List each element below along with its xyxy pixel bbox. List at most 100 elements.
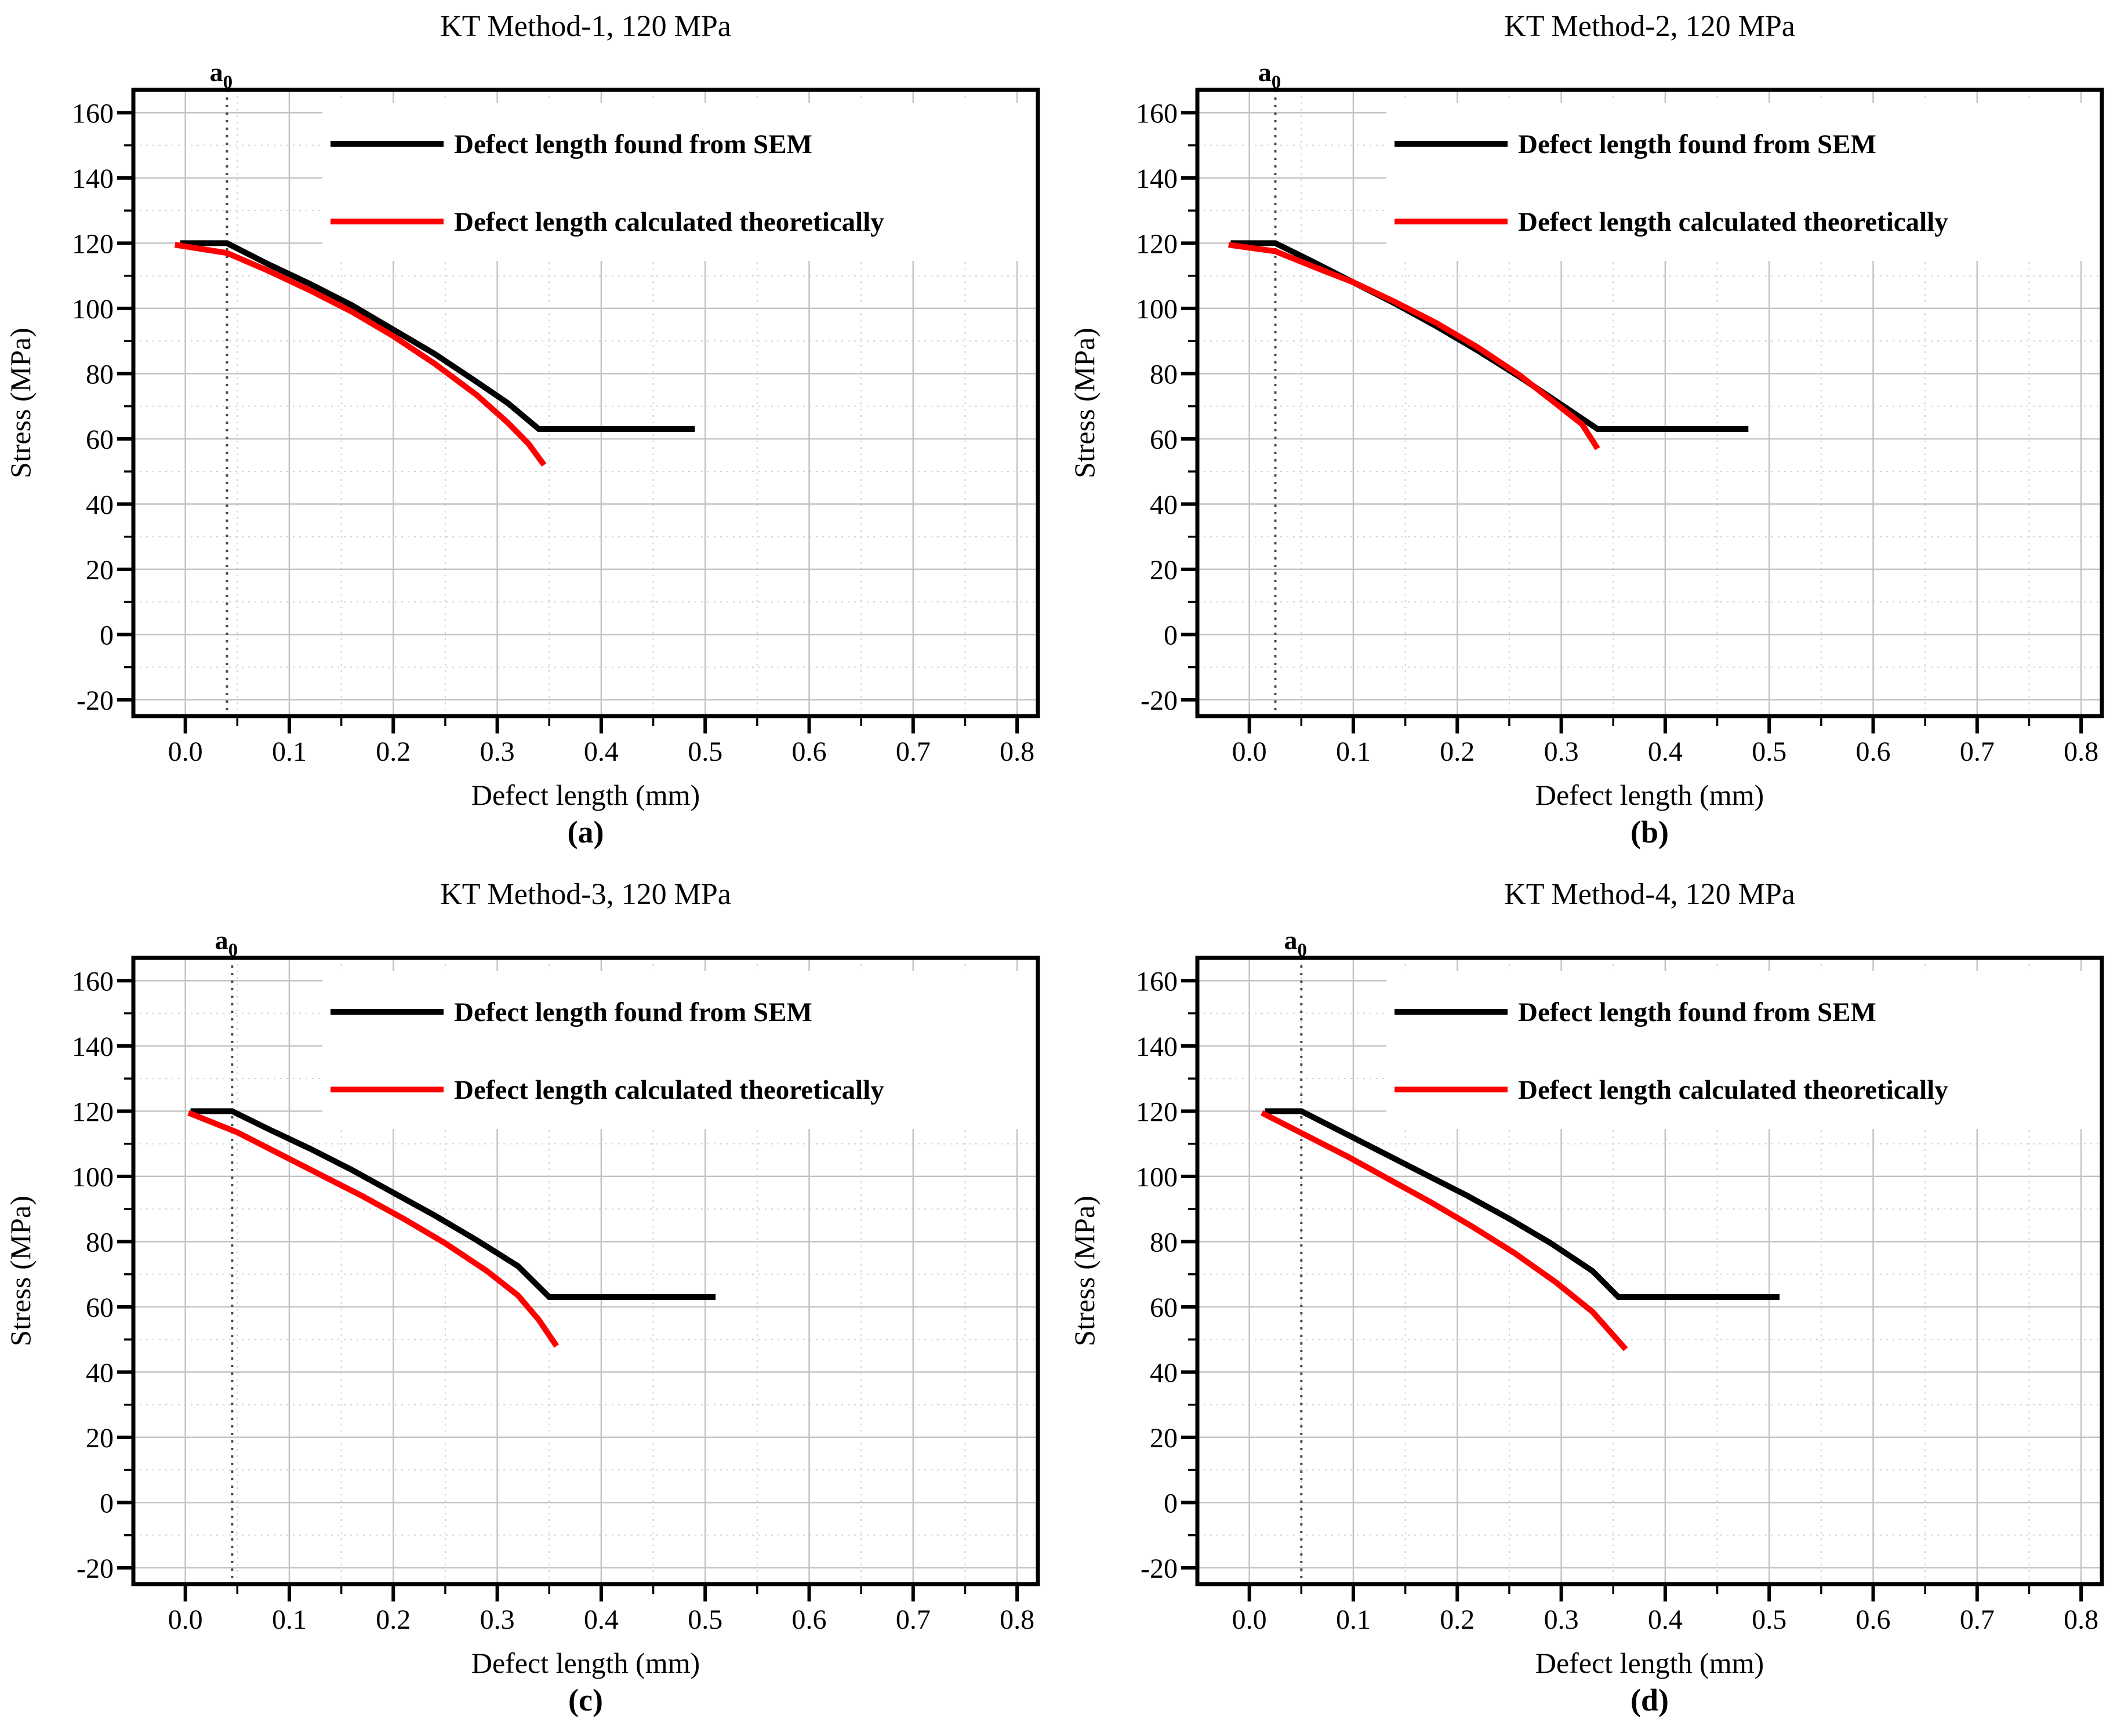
legend-item-label: Defect length calculated theoretically bbox=[454, 207, 884, 237]
x-tick-label: 0.3 bbox=[1544, 736, 1579, 767]
x-tick-label: 0.1 bbox=[1336, 1604, 1371, 1635]
legend-box bbox=[1386, 103, 2101, 261]
x-tick-label: 0.2 bbox=[1440, 1604, 1475, 1635]
y-tick-label: 20 bbox=[86, 1423, 114, 1454]
y-tick-label: 20 bbox=[86, 555, 114, 586]
y-tick-label: 0 bbox=[100, 1488, 114, 1519]
chart-title: KT Method-2, 120 MPa bbox=[1504, 10, 1795, 43]
legend-item-label: Defect length calculated theoretically bbox=[1518, 1075, 1948, 1105]
theory-curve bbox=[174, 242, 547, 467]
x-tick-label: 0.6 bbox=[1856, 1604, 1891, 1635]
chart-panel-4: a0 Defect length found from SEM Defect len… bbox=[1068, 878, 2104, 1679]
legend-item-label: Defect length found from SEM bbox=[454, 997, 812, 1027]
y-tick-label: 140 bbox=[72, 1032, 114, 1062]
x-axis-label: Defect length (mm) bbox=[471, 1647, 700, 1679]
x-tick-label: 0.2 bbox=[376, 1604, 411, 1635]
a0-label: a0 bbox=[1284, 925, 1308, 961]
x-tick-label: 0.1 bbox=[272, 736, 307, 767]
x-tick-label: 0.7 bbox=[1960, 736, 1995, 767]
y-axis-label: Stress (MPa) bbox=[1068, 328, 1101, 478]
y-tick-label: 60 bbox=[86, 1292, 114, 1323]
x-tick-label: 0.0 bbox=[168, 736, 203, 767]
y-tick-label: 80 bbox=[86, 1227, 114, 1258]
y-tick-label: 100 bbox=[1136, 294, 1178, 325]
y-tick-label: 140 bbox=[1136, 1032, 1178, 1062]
x-tick-label: 0.3 bbox=[1544, 1604, 1579, 1635]
y-tick-label: 60 bbox=[86, 424, 114, 455]
x-tick-label: 0.4 bbox=[1648, 736, 1683, 767]
panel-cell-c: a0 Defect length found from SEM Defect len… bbox=[0, 868, 1064, 1736]
y-tick-label: 100 bbox=[72, 1162, 114, 1193]
x-tick-label: 0.3 bbox=[480, 736, 515, 767]
y-tick-label: 0 bbox=[1164, 1488, 1178, 1519]
legend-item-label: Defect length calculated theoretically bbox=[1518, 207, 1948, 237]
x-tick-label: 0.7 bbox=[896, 736, 931, 767]
panel-caption-d: (d) bbox=[1631, 1683, 1669, 1717]
x-tick-label: 0.8 bbox=[2064, 736, 2098, 767]
y-tick-label: 100 bbox=[1136, 1162, 1178, 1193]
y-tick-label: -20 bbox=[1141, 1553, 1178, 1584]
plot-frame bbox=[131, 88, 1040, 718]
x-tick-label: 0.4 bbox=[584, 1604, 619, 1635]
x-tick-label: 0.5 bbox=[1752, 736, 1786, 767]
sem-curve bbox=[180, 240, 695, 432]
y-tick-label: 160 bbox=[1136, 966, 1178, 997]
panel-caption-b: (b) bbox=[1631, 815, 1669, 849]
a0-label: a0 bbox=[215, 925, 238, 961]
panel-caption-c: (c) bbox=[568, 1683, 603, 1717]
x-tick-label: 0.4 bbox=[584, 736, 619, 767]
x-tick-label: 0.7 bbox=[1960, 1604, 1995, 1635]
y-tick-label: 140 bbox=[1136, 164, 1178, 194]
y-tick-label: -20 bbox=[77, 1553, 114, 1584]
y-tick-label: 160 bbox=[72, 98, 114, 129]
sem-curve bbox=[1230, 240, 1749, 432]
panel-caption-a: (a) bbox=[567, 815, 604, 849]
legend-item-label: Defect length found from SEM bbox=[454, 129, 812, 159]
y-tick-label: 40 bbox=[1150, 1357, 1178, 1388]
x-tick-label: 0.1 bbox=[272, 1604, 307, 1635]
y-axis-label: Stress (MPa) bbox=[4, 1196, 37, 1346]
chart-title: KT Method-3, 120 MPa bbox=[440, 878, 731, 911]
y-axis-label: Stress (MPa) bbox=[1068, 1196, 1101, 1346]
y-tick-label: 140 bbox=[72, 164, 114, 194]
y-tick-label: 20 bbox=[1150, 1423, 1178, 1454]
legend-box bbox=[322, 971, 1037, 1129]
sem-curve bbox=[1265, 1108, 1780, 1300]
y-tick-label: 80 bbox=[86, 359, 114, 390]
x-tick-label: 0.6 bbox=[792, 736, 827, 767]
y-tick-label: 160 bbox=[1136, 98, 1178, 129]
x-tick-label: 0.5 bbox=[688, 736, 722, 767]
y-tick-label: 60 bbox=[1150, 424, 1178, 455]
chart-title: KT Method-1, 120 MPa bbox=[440, 10, 731, 43]
y-tick-label: 0 bbox=[100, 620, 114, 651]
x-axis-label: Defect length (mm) bbox=[1535, 1647, 1764, 1679]
theory-curve bbox=[187, 1110, 559, 1348]
chart-title: KT Method-4, 120 MPa bbox=[1504, 878, 1795, 911]
y-tick-label: 160 bbox=[72, 966, 114, 997]
panel-cell-a: a0 Defect length found from SEM Defect len… bbox=[0, 0, 1064, 868]
x-tick-label: 0.2 bbox=[376, 736, 411, 767]
theory-curve bbox=[1260, 1110, 1628, 1352]
legend-item-label: Defect length found from SEM bbox=[1518, 997, 1876, 1027]
y-tick-label: 100 bbox=[72, 294, 114, 325]
y-tick-label: 20 bbox=[1150, 555, 1178, 586]
y-tick-label: 60 bbox=[1150, 1292, 1178, 1323]
x-tick-label: 0.3 bbox=[480, 1604, 515, 1635]
x-tick-label: 0.4 bbox=[1648, 1604, 1683, 1635]
legend-item-label: Defect length found from SEM bbox=[1518, 129, 1876, 159]
x-tick-label: 0.5 bbox=[688, 1604, 722, 1635]
y-tick-label: 80 bbox=[1150, 1227, 1178, 1258]
y-tick-label: -20 bbox=[77, 685, 114, 716]
x-tick-label: 0.0 bbox=[1232, 1604, 1267, 1635]
x-tick-label: 0.8 bbox=[2064, 1604, 2098, 1635]
chart-panel-1: a0 Defect length found from SEM Defect len… bbox=[4, 10, 1040, 811]
x-tick-label: 0.0 bbox=[1232, 736, 1267, 767]
x-tick-label: 0.7 bbox=[896, 1604, 931, 1635]
x-tick-label: 0.6 bbox=[792, 1604, 827, 1635]
x-tick-label: 0.8 bbox=[1000, 736, 1034, 767]
x-tick-label: 0.2 bbox=[1440, 736, 1475, 767]
chart-panel-3: a0 Defect length found from SEM Defect len… bbox=[4, 878, 1040, 1679]
y-tick-label: 0 bbox=[1164, 620, 1178, 651]
sem-curve bbox=[190, 1108, 716, 1300]
